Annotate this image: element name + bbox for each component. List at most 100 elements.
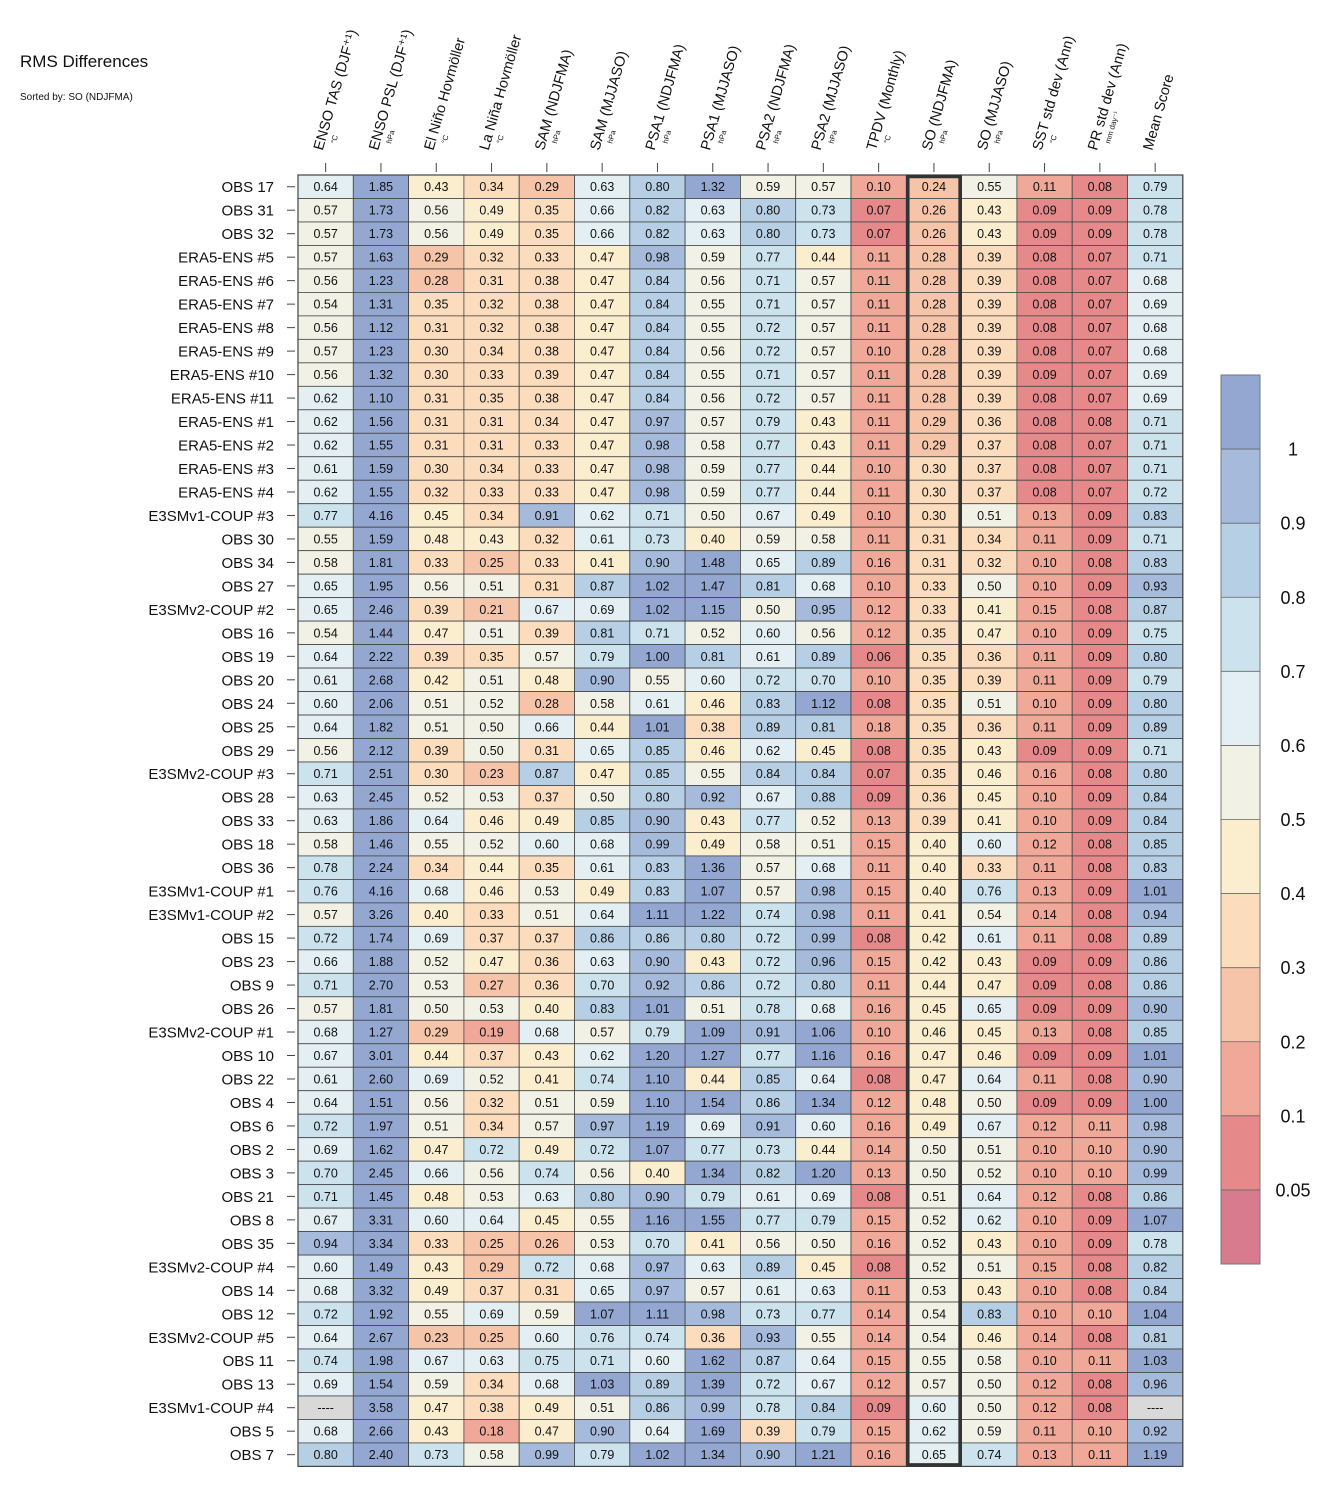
cell-value-label: 0.55 — [590, 1213, 614, 1227]
cell-value-label: 1.02 — [645, 579, 669, 593]
cell-value-label: 0.64 — [313, 1096, 337, 1110]
cell-value-label: 0.39 — [756, 1425, 780, 1439]
cell-value-label: 0.62 — [977, 1213, 1001, 1227]
cell-value-label: 0.29 — [535, 180, 559, 194]
cell-value-label: 0.57 — [313, 345, 337, 359]
cell-value-label: 0.11 — [867, 392, 890, 406]
cell-value-label: 0.90 — [1143, 1002, 1167, 1016]
cell-value-label: 0.36 — [977, 720, 1001, 734]
cell-value-label: 1.15 — [701, 603, 725, 617]
cell-value-label: 0.51 — [811, 838, 835, 852]
cell-value-label: 1.01 — [1143, 1049, 1167, 1063]
row-label: ERA5-ENS #9 — [178, 344, 274, 361]
cell-value-label: 0.27 — [479, 979, 503, 993]
cell-value-label: 0.43 — [424, 1260, 448, 1274]
cell-value-label: 0.57 — [922, 1378, 946, 1392]
cell-value-label: 0.63 — [811, 1284, 835, 1298]
cell-value-label: 0.16 — [1032, 767, 1056, 781]
cell-value-label: 0.64 — [313, 180, 337, 194]
cell-value-label: 1.10 — [645, 1072, 669, 1086]
cell-value-label: 0.57 — [701, 415, 725, 429]
cell-value-label: 1.19 — [1143, 1448, 1167, 1462]
cell-value-label: 1.69 — [701, 1425, 725, 1439]
cell-value-label: 0.10 — [1088, 1143, 1112, 1157]
cell-value-label: 0.08 — [1032, 392, 1056, 406]
colorbar-tick-label: 0.8 — [1280, 588, 1305, 608]
cell-value-label: 0.93 — [1143, 579, 1167, 593]
cell-value-label: 0.55 — [701, 298, 725, 312]
cell-value-label: 0.28 — [424, 274, 448, 288]
cell-value-label: 0.88 — [811, 791, 835, 805]
cell-value-label: 0.31 — [479, 274, 503, 288]
cell-value-label: 0.71 — [1143, 415, 1167, 429]
cell-value-label: 1.54 — [701, 1096, 725, 1110]
cell-value-label: 0.89 — [811, 556, 835, 570]
cell-value-label: 0.78 — [1143, 1237, 1167, 1251]
cell-value-label: 0.47 — [590, 345, 614, 359]
cell-value-label: 0.46 — [977, 1049, 1001, 1063]
cell-value-label: 0.62 — [590, 1049, 614, 1063]
cell-value-label: 1.59 — [369, 532, 393, 546]
cell-value-label: 0.30 — [424, 462, 448, 476]
column-header: La Niña Hovmöller — [477, 33, 525, 152]
cell-value-label: 0.98 — [645, 439, 669, 453]
cell-value-label: ---- — [1147, 1401, 1164, 1415]
cell-value-label: 0.43 — [811, 415, 835, 429]
cell-value-label: 0.33 — [922, 603, 946, 617]
cell-value-label: 0.35 — [535, 227, 559, 241]
cell-value-label: 0.62 — [313, 392, 337, 406]
cell-value-label: 0.10 — [1032, 1284, 1056, 1298]
colorbar-segment — [1221, 375, 1260, 450]
cell-value-label: 0.90 — [645, 814, 669, 828]
cell-value-label: 0.92 — [701, 791, 725, 805]
cell-value-label: 0.82 — [1143, 1260, 1167, 1274]
cell-value-label: 0.15 — [866, 1425, 890, 1439]
cell-value-label: 0.62 — [590, 509, 614, 523]
cell-value-label: 1.73 — [369, 227, 393, 241]
cell-value-label: 0.44 — [811, 251, 835, 265]
cell-value-label: 0.72 — [756, 321, 780, 335]
cell-value-label: 0.09 — [1032, 1049, 1056, 1063]
cell-value-label: 0.56 — [313, 744, 337, 758]
colorbar-segment — [1221, 449, 1260, 524]
cell-value-label: 0.73 — [811, 227, 835, 241]
cell-value-label: 0.35 — [479, 650, 503, 664]
cell-value-label: 0.79 — [1143, 180, 1167, 194]
cell-value-label: 0.11 — [1033, 1072, 1056, 1086]
cell-value-label: 0.62 — [756, 744, 780, 758]
cell-value-label: 0.29 — [922, 439, 946, 453]
colorbar-tick-label: 0.2 — [1280, 1032, 1305, 1052]
cell-value-label: 0.28 — [535, 697, 559, 711]
cell-value-label: 0.86 — [645, 932, 669, 946]
cell-value-label: 0.86 — [1143, 979, 1167, 993]
cell-value-label: 0.74 — [535, 1166, 559, 1180]
cell-value-label: 0.81 — [756, 579, 780, 593]
cell-value-label: 0.55 — [811, 1331, 835, 1345]
row-label: OBS 16 — [221, 625, 274, 642]
cell-value-label: 0.86 — [1143, 955, 1167, 969]
cell-value-label: 0.08 — [1088, 1284, 1112, 1298]
cell-value-label: 0.61 — [313, 462, 337, 476]
cell-value-label: 0.34 — [479, 345, 503, 359]
cell-value-label: 0.18 — [479, 1425, 503, 1439]
cell-value-label: 1.45 — [369, 1190, 393, 1204]
cell-value-label: 0.66 — [313, 955, 337, 969]
cell-value-label: 1.46 — [369, 838, 393, 852]
cell-value-label: 0.08 — [1088, 1260, 1112, 1274]
cell-value-label: 0.38 — [535, 321, 559, 335]
cell-value-label: 0.37 — [479, 932, 503, 946]
cell-value-label: 0.47 — [535, 1425, 559, 1439]
cell-value-label: 0.87 — [535, 767, 559, 781]
cell-value-label: 0.71 — [645, 509, 669, 523]
cell-value-label: 0.69 — [1143, 298, 1167, 312]
cell-value-label: 0.64 — [479, 1213, 503, 1227]
cell-value-label: 0.57 — [811, 274, 835, 288]
cell-value-label: 0.51 — [479, 579, 503, 593]
cell-value-label: 0.83 — [1143, 556, 1167, 570]
cell-value-label: 0.74 — [313, 1354, 337, 1368]
cell-value-label: 1.07 — [1143, 1213, 1167, 1227]
cell-value-label: 0.89 — [756, 720, 780, 734]
cell-value-label: 0.55 — [701, 321, 725, 335]
cell-value-label: 0.72 — [313, 932, 337, 946]
colorbar-segment — [1221, 1189, 1260, 1264]
